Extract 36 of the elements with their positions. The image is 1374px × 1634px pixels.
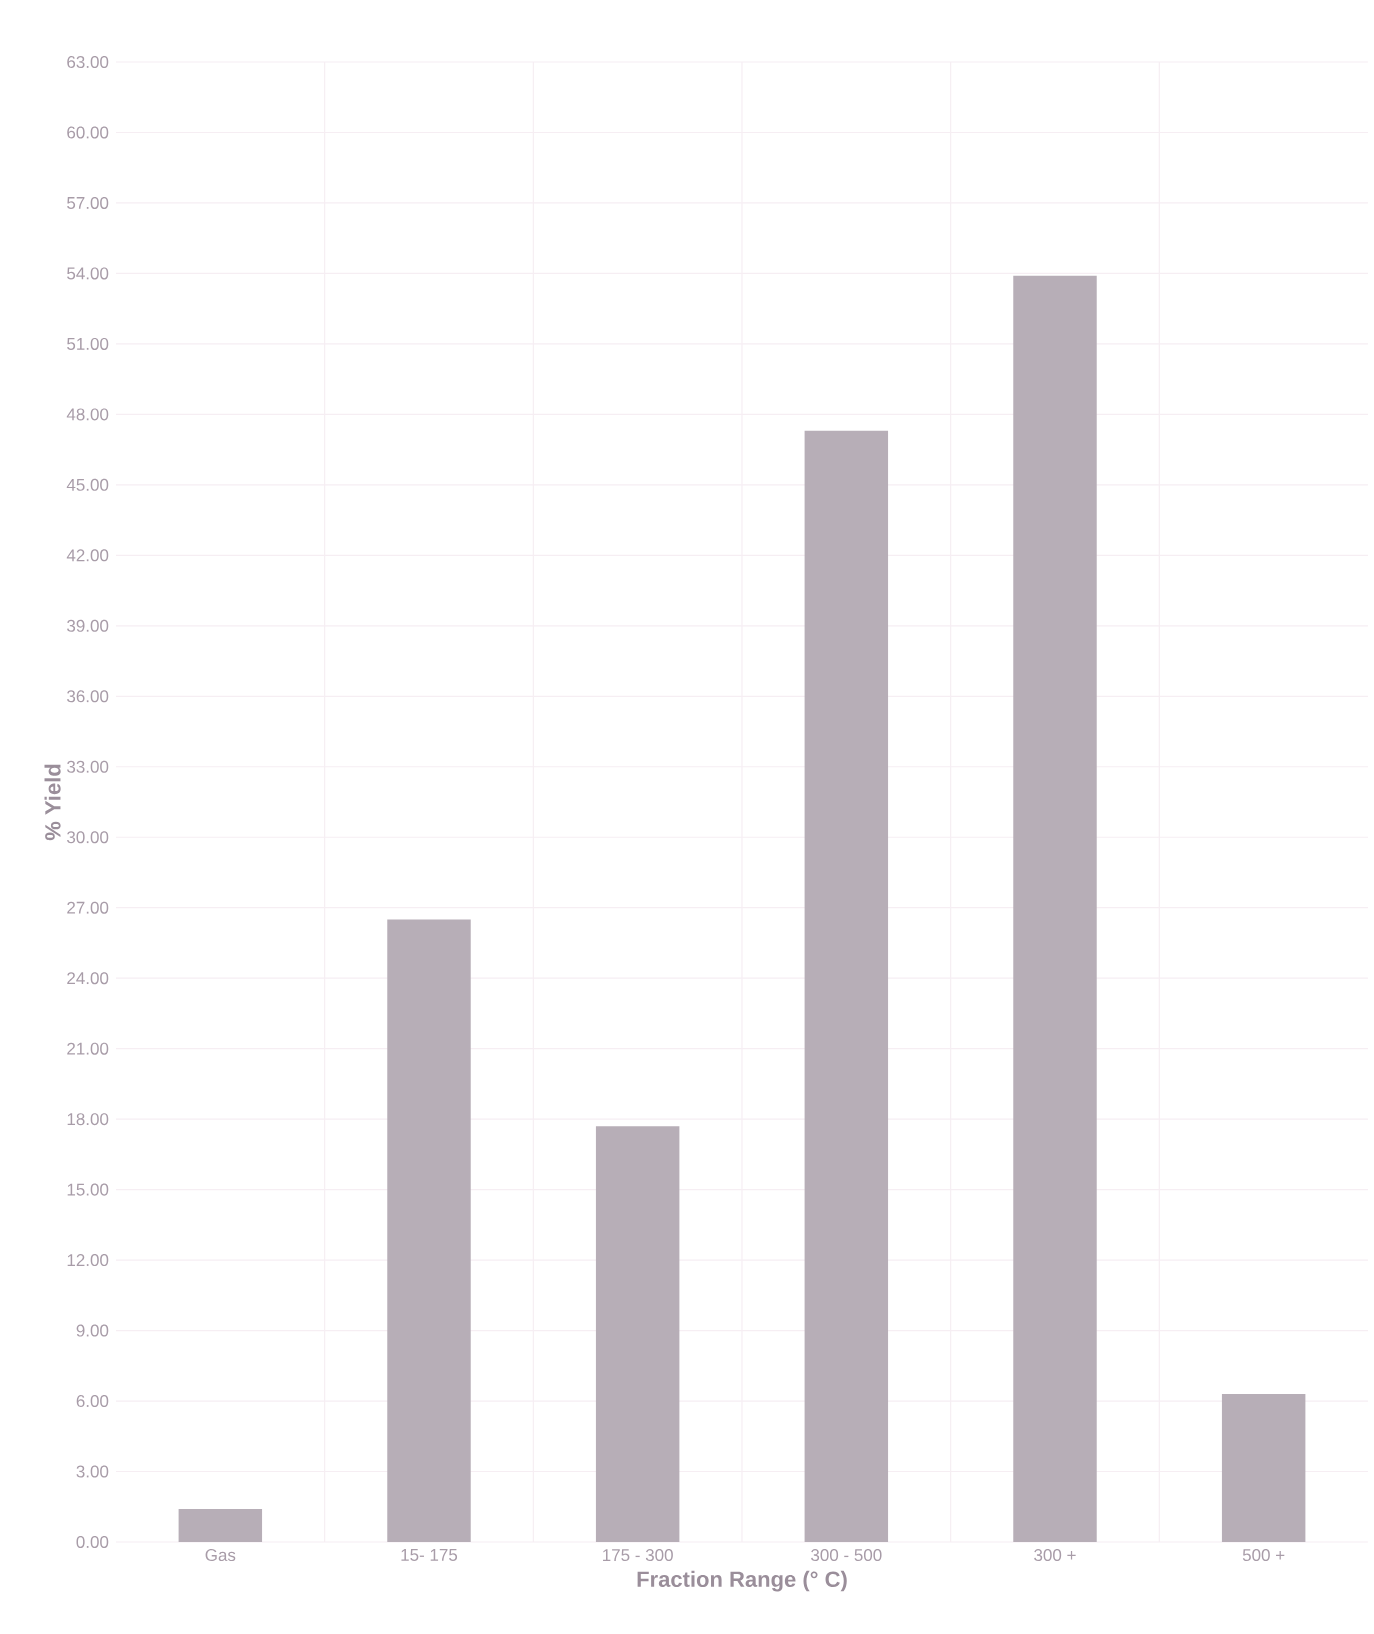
x-tick-label: 500 + — [1242, 1549, 1285, 1562]
y-tick-label: 39.00 — [67, 619, 109, 632]
y-tick-label: 9.00 — [76, 1324, 109, 1337]
y-tick-label: 57.00 — [67, 196, 109, 209]
y-tick-label: 33.00 — [67, 760, 109, 773]
y-tick-label: 24.00 — [67, 972, 109, 985]
x-tick-label: 175 - 300 — [603, 1549, 673, 1562]
y-tick-label: 18.00 — [67, 1113, 109, 1126]
bar — [387, 919, 471, 1542]
x-tick-label: 300 - 500 — [811, 1549, 882, 1562]
y-tick-label: 63.00 — [67, 56, 109, 69]
y-tick-label: 15.00 — [67, 1183, 109, 1196]
bar — [1221, 1394, 1306, 1542]
y-tick-label: 45.00 — [66, 478, 109, 491]
y-tick-label: 51.00 — [67, 337, 109, 350]
y-tick-label: 0.00 — [76, 1535, 109, 1549]
x-axis-title: Fraction Range (° C) — [637, 1570, 847, 1592]
bar — [178, 1509, 263, 1542]
y-tick-label: 54.00 — [67, 267, 109, 280]
y-tick-label: 3.00 — [76, 1465, 109, 1478]
y-tick-label: 36.00 — [67, 690, 109, 703]
bar — [804, 430, 889, 1542]
x-tick-label: Gas — [205, 1549, 236, 1562]
y-tick-label: 6.00 — [76, 1395, 109, 1408]
x-tick-label: 300 + — [1034, 1549, 1076, 1562]
y-tick-label: 30.00 — [67, 831, 109, 844]
bar — [1013, 275, 1097, 1542]
bar — [595, 1126, 680, 1542]
y-tick-label: 12.00 — [67, 1254, 109, 1267]
y-tick-label: 42.00 — [66, 549, 109, 562]
y-axis-title: % Yield — [44, 764, 61, 841]
y-tick-label: 48.00 — [66, 408, 109, 421]
y-tick-label: 21.00 — [67, 1042, 109, 1055]
y-tick-label: 60.00 — [67, 126, 109, 139]
x-tick-label: 15- 175 — [401, 1549, 458, 1561]
y-tick-label: 27.00 — [67, 901, 109, 914]
